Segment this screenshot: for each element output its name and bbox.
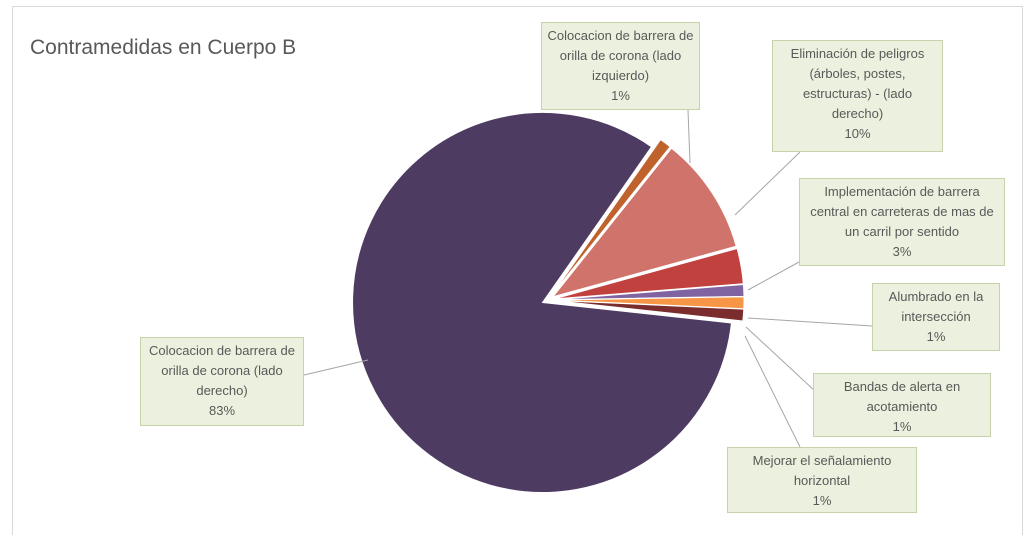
leader-line xyxy=(734,151,801,216)
data-label: Bandas de alerta en acotamiento 1% xyxy=(813,373,991,437)
pie-slice xyxy=(553,247,744,300)
leader-line xyxy=(744,335,801,448)
label-value: 1% xyxy=(611,88,630,103)
data-label: Eliminación de peligros (árboles, postes… xyxy=(772,40,943,152)
label-category: Implementación de barrera central en car… xyxy=(810,184,994,239)
chart-title: Contramedidas en Cuerpo B xyxy=(30,36,297,59)
leader-line xyxy=(747,317,873,327)
label-value: 1% xyxy=(812,493,832,508)
data-label: Alumbrado en la intersección 1% xyxy=(872,283,1000,351)
label-value: 1% xyxy=(926,329,946,344)
data-label: Mejorar el señalamiento horizontal 1% xyxy=(727,447,917,513)
pie-slice xyxy=(352,111,732,493)
label-category: Mejorar el señalamiento horizontal xyxy=(752,453,892,488)
data-label: Colocacion de barrera de orilla de coron… xyxy=(140,337,304,426)
leader-line xyxy=(303,359,369,376)
label-category: Colocacion de barrera de orilla de coron… xyxy=(149,343,295,398)
leader-line xyxy=(747,261,800,291)
data-label: Implementación de barrera central en car… xyxy=(799,178,1005,266)
data-label: Colocacion de barrera de orilla de coron… xyxy=(541,22,700,110)
label-category: Bandas de alerta en acotamiento xyxy=(843,379,961,414)
pie-slice xyxy=(551,138,671,296)
label-value: 10% xyxy=(844,126,871,141)
leader-line xyxy=(687,109,691,164)
pie-slice xyxy=(553,299,745,322)
label-value: 3% xyxy=(892,244,912,259)
label-category: Alumbrado en la intersección xyxy=(888,289,984,324)
label-category: Colocacion de barrera de orilla de coron… xyxy=(547,28,694,83)
pie-slice xyxy=(551,147,737,298)
label-category: Eliminación de peligros (árboles, postes… xyxy=(790,46,925,121)
label-value: 83% xyxy=(208,403,236,418)
chart-border xyxy=(12,6,1023,535)
label-value: 1% xyxy=(892,419,912,434)
